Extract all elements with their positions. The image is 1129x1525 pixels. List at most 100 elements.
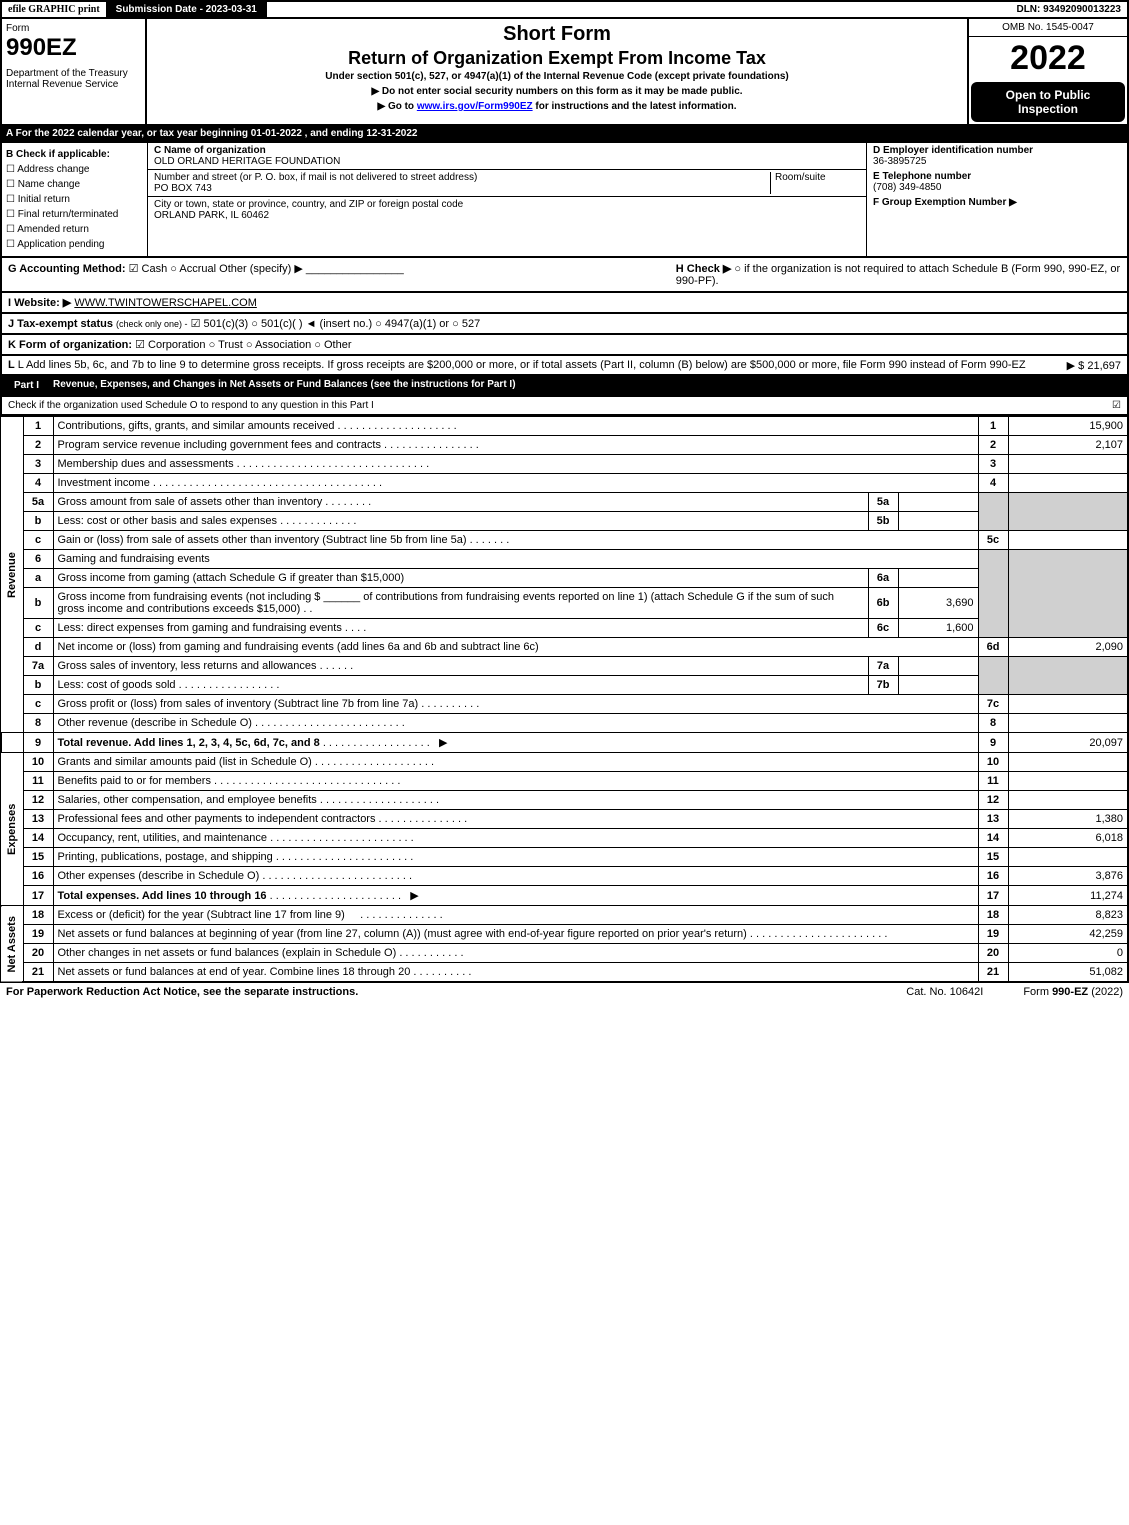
l-text: L Add lines 5b, 6c, and 7b to line 9 to …	[18, 359, 1026, 371]
line-14-desc: Occupancy, rent, utilities, and maintena…	[58, 832, 268, 844]
part-i-header: Part I Revenue, Expenses, and Changes in…	[0, 376, 1129, 397]
line-19-amount: 42,259	[1008, 925, 1128, 944]
line-20-desc: Other changes in net assets or fund bala…	[58, 947, 397, 959]
line-8-desc: Other revenue (describe in Schedule O)	[58, 717, 252, 729]
chk-address-change[interactable]: Address change	[6, 162, 143, 177]
line-6a-desc: Gross income from gaming (attach Schedul…	[53, 569, 868, 588]
k-row: K Form of organization: Corporation Trus…	[0, 335, 1129, 356]
line-5c-amount	[1008, 531, 1128, 550]
website-row: I Website: ▶ WWW.TWINTOWERSCHAPEL.COM	[0, 293, 1129, 314]
line-2-desc: Program service revenue including govern…	[58, 439, 381, 451]
form-title-2: Return of Organization Exempt From Incom…	[155, 48, 959, 69]
chk-final-return[interactable]: Final return/terminated	[6, 207, 143, 222]
trust-checkbox[interactable]	[209, 339, 216, 351]
l-row: L L Add lines 5b, 6c, and 7b to line 9 t…	[0, 356, 1129, 376]
street-label: Number and street (or P. O. box, if mail…	[154, 172, 477, 183]
part-i-title: Revenue, Expenses, and Changes in Net As…	[53, 379, 1121, 392]
527-checkbox[interactable]	[452, 318, 459, 330]
501c3-checkbox[interactable]	[191, 318, 201, 330]
topbar: efile GRAPHIC print Submission Date - 20…	[0, 0, 1129, 19]
open-to-public: Open to Public Inspection	[971, 82, 1125, 122]
line-21-desc: Net assets or fund balances at end of ye…	[58, 966, 411, 978]
chk-name-change[interactable]: Name change	[6, 177, 143, 192]
line-7b-val	[898, 676, 978, 695]
street-value: PO BOX 743	[154, 183, 212, 194]
identifiers: D Employer identification number36-38957…	[867, 143, 1127, 256]
line-7c-amount	[1008, 695, 1128, 714]
line-9-amount: 20,097	[1008, 733, 1128, 753]
tax-year: 2022	[969, 37, 1127, 80]
footer: For Paperwork Reduction Act Notice, see …	[0, 983, 1129, 1001]
dept-treasury: Department of the Treasury	[6, 68, 141, 79]
submission-date: Submission Date - 2023-03-31	[108, 2, 267, 17]
other-checkbox[interactable]	[314, 339, 321, 351]
assoc-checkbox[interactable]	[246, 339, 253, 351]
city-label: City or town, state or province, country…	[154, 199, 463, 210]
line-12-desc: Salaries, other compensation, and employ…	[58, 794, 317, 806]
efile-label[interactable]: efile GRAPHIC print	[2, 2, 108, 17]
checkboxes-b: B Check if applicable: Address change Na…	[2, 143, 147, 256]
line-5c-desc: Gain or (loss) from sale of assets other…	[58, 534, 467, 546]
omb-number: OMB No. 1545-0047	[969, 19, 1127, 37]
form-title-1: Short Form	[155, 23, 959, 46]
line-11-amount	[1008, 772, 1128, 791]
4947-checkbox[interactable]	[375, 318, 382, 330]
line-9-desc: Total revenue. Add lines 1, 2, 3, 4, 5c,…	[58, 737, 320, 749]
phone-value: (708) 349-4850	[873, 182, 941, 193]
line-6a-val	[898, 569, 978, 588]
k-label: K Form of organization:	[8, 339, 132, 351]
website-url[interactable]: WWW.TWINTOWERSCHAPEL.COM	[74, 297, 257, 309]
instr-2: ▶ Go to www.irs.gov/Form990EZ for instru…	[155, 101, 959, 112]
line-15-desc: Printing, publications, postage, and shi…	[58, 851, 273, 863]
line-6c-desc: Less: direct expenses from gaming and fu…	[58, 622, 342, 634]
line-10-desc: Grants and similar amounts paid (list in…	[58, 756, 312, 768]
line-15-amount	[1008, 848, 1128, 867]
revenue-vlabel: Revenue	[1, 417, 23, 733]
instructions-link[interactable]: www.irs.gov/Form990EZ	[417, 101, 533, 112]
line-21-amount: 51,082	[1008, 963, 1128, 983]
header-right: OMB No. 1545-0047 2022 Open to Public In…	[967, 19, 1127, 124]
501c-checkbox[interactable]	[251, 318, 258, 330]
line-7a-desc: Gross sales of inventory, less returns a…	[58, 660, 317, 672]
part-i-label: Part I	[8, 379, 45, 392]
line-14-amount: 6,018	[1008, 829, 1128, 848]
line-5b-desc: Less: cost or other basis and sales expe…	[58, 515, 278, 527]
g-label: G Accounting Method:	[8, 263, 126, 275]
line-7c-desc: Gross profit or (loss) from sales of inv…	[58, 698, 419, 710]
line-3-desc: Membership dues and assessments	[58, 458, 234, 470]
org-info: C Name of organization OLD ORLAND HERITA…	[147, 143, 867, 256]
tax-exempt-row: J Tax-exempt status (check only one) - 5…	[0, 314, 1129, 335]
chk-initial-return[interactable]: Initial return	[6, 192, 143, 207]
line-11-desc: Benefits paid to or for members	[58, 775, 211, 787]
line-5a-desc: Gross amount from sale of assets other t…	[58, 496, 323, 508]
line-10-amount	[1008, 753, 1128, 772]
chk-amended-return[interactable]: Amended return	[6, 222, 143, 237]
line-5b-val	[898, 512, 978, 531]
accrual-checkbox[interactable]	[170, 263, 177, 275]
line-20-amount: 0	[1008, 944, 1128, 963]
line-6b-val: 3,690	[898, 588, 978, 619]
line-1-desc: Contributions, gifts, grants, and simila…	[58, 420, 335, 432]
chk-application-pending[interactable]: Application pending	[6, 237, 143, 252]
other-method: Other (specify) ▶	[219, 263, 303, 275]
room-suite: Room/suite	[770, 172, 860, 194]
form-subtitle: Under section 501(c), 527, or 4947(a)(1)…	[155, 71, 959, 82]
schedule-o-checkbox[interactable]	[1112, 400, 1121, 411]
h-text: if the organization is not required to a…	[676, 263, 1120, 287]
b-label: B Check if applicable:	[6, 149, 110, 160]
c-label: C Name of organization	[154, 145, 266, 156]
form-number: 990EZ	[6, 34, 141, 62]
cash-checkbox[interactable]	[129, 263, 139, 275]
netassets-vlabel: Net Assets	[1, 906, 23, 983]
lines-table: Revenue 1 Contributions, gifts, grants, …	[0, 416, 1129, 983]
line-16-amount: 3,876	[1008, 867, 1128, 886]
form-header: Form 990EZ Department of the Treasury In…	[0, 19, 1129, 126]
h-checkbox[interactable]	[734, 263, 741, 275]
line-6-desc: Gaming and fundraising events	[53, 550, 978, 569]
line-16-desc: Other expenses (describe in Schedule O)	[58, 870, 260, 882]
i-label: I Website: ▶	[8, 297, 71, 309]
form-id: Form 990-EZ (2022)	[1023, 986, 1123, 998]
line-19-desc: Net assets or fund balances at beginning…	[58, 928, 747, 940]
corp-checkbox[interactable]	[135, 339, 145, 351]
line-12-amount	[1008, 791, 1128, 810]
